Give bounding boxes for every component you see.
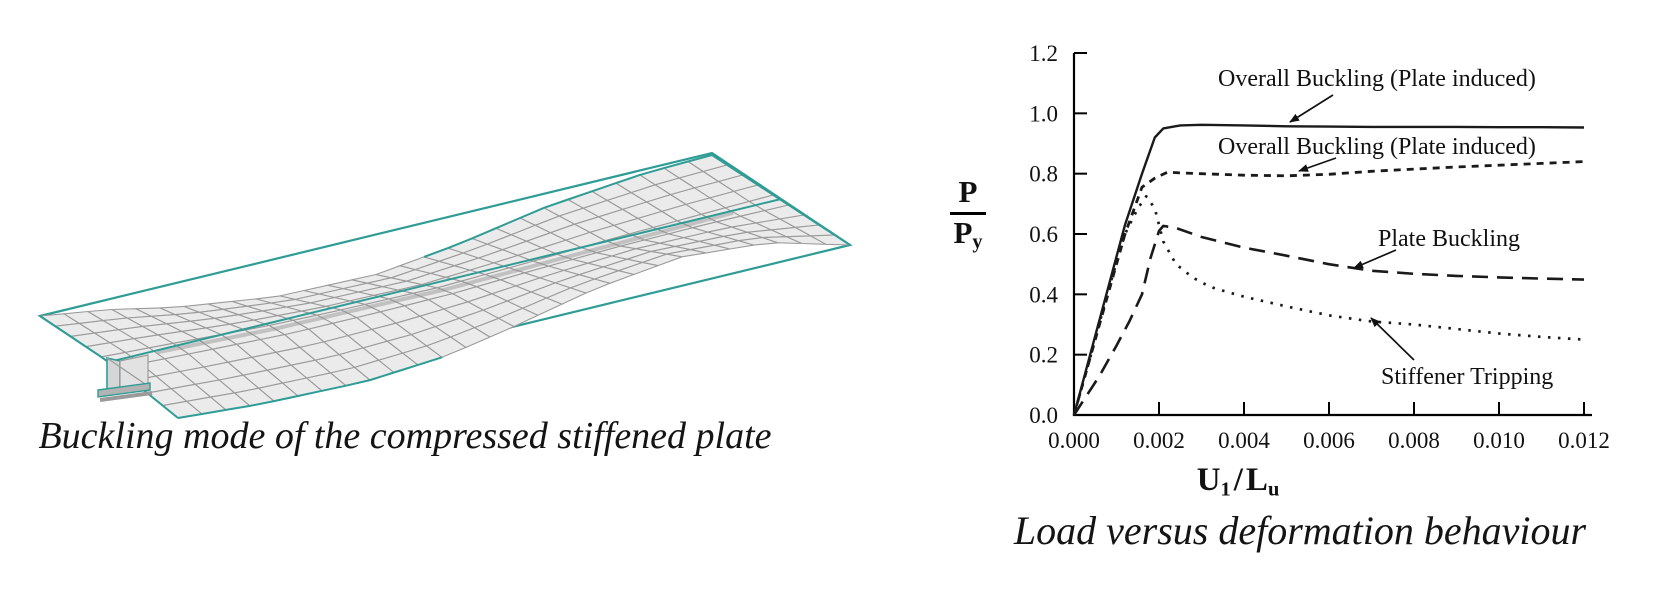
series-0-solid (1072, 123, 1585, 416)
mesh-far-edge (423, 154, 713, 258)
y-tick-label: 0.0 (1029, 403, 1058, 428)
annotation-arrow-0 (1289, 94, 1334, 123)
y-axis-label-numerator: P (949, 175, 987, 215)
annotation-arrow-2 (1353, 249, 1397, 269)
buckling-mesh-figure (37, 151, 853, 419)
y-tick-label: 0.6 (1029, 222, 1058, 247)
x-tick-label: 0.004 (1218, 428, 1270, 453)
y-tick-label: 0.2 (1029, 343, 1058, 368)
annotation-label-3: Stiffener Tripping (1381, 364, 1553, 390)
x-tick-label: 0.012 (1558, 428, 1610, 453)
y-tick-label: 1.0 (1029, 101, 1058, 126)
annotation-label-2: Plate Buckling (1378, 226, 1520, 252)
x-axis-label: U1/Lu (1196, 462, 1280, 501)
y-axis-label-denominator: Py (953, 214, 983, 253)
mesh-near-edge (177, 356, 443, 419)
x-tick-label: 0.010 (1473, 428, 1525, 453)
annotation-label-0: Overall Buckling (Plate induced) (1218, 66, 1536, 92)
series-1-short-dash (1072, 160, 1585, 416)
mesh-fold-shadow (156, 210, 734, 355)
stiffener-web-diagonal (106, 357, 149, 387)
load-deformation-chart: 0.0 0.2 0.4 0.6 0.8 1.0 1.2 0.000 0.002 0.004 0.00… (1029, 41, 1610, 453)
x-tick-label: 0.008 (1388, 428, 1440, 453)
y-tick-label: 0.4 (1029, 282, 1058, 307)
stiffener-foot-shadow (99, 391, 153, 402)
y-axis-label: P Py (934, 175, 1002, 253)
x-tick-label: 0.000 (1048, 428, 1100, 453)
x-tick-label: 0.006 (1303, 428, 1355, 453)
stiffener-foot (97, 382, 151, 398)
left-figure-caption: Buckling mode of the compressed stiffene… (38, 415, 772, 457)
y-tick-label: 1.2 (1029, 41, 1058, 66)
right-figure-caption: Load versus deformation behaviour (1013, 508, 1587, 553)
annotation-label-1: Overall Buckling (Plate induced) (1218, 134, 1536, 160)
x-tick-label: 0.002 (1133, 428, 1185, 453)
y-tick-label: 0.8 (1029, 162, 1058, 187)
annotation-arrow-1 (1298, 157, 1337, 172)
stiffener-line (108, 198, 782, 363)
annotation-arrow-3 (1370, 317, 1415, 361)
series-2-long-dash (1072, 224, 1585, 416)
